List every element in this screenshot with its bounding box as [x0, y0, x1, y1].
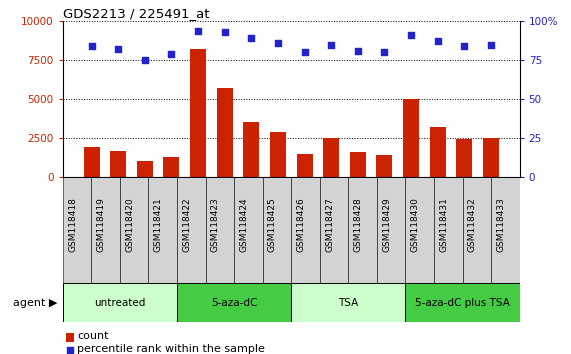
Text: GSM118429: GSM118429 — [382, 198, 391, 252]
Text: GDS2213 / 225491_at: GDS2213 / 225491_at — [63, 7, 210, 20]
Bar — [350, 152, 366, 177]
Text: GSM118427: GSM118427 — [325, 198, 334, 252]
Text: GSM118423: GSM118423 — [211, 198, 220, 252]
Bar — [63, 177, 91, 283]
Bar — [323, 138, 339, 177]
Bar — [483, 138, 499, 177]
Bar — [296, 154, 312, 177]
Bar — [491, 177, 520, 283]
Bar — [263, 177, 291, 283]
Bar — [434, 177, 463, 283]
Bar — [403, 99, 419, 177]
Bar — [83, 147, 99, 177]
Bar — [320, 177, 348, 283]
Bar — [376, 155, 392, 177]
Point — [433, 39, 442, 44]
Bar — [163, 157, 179, 177]
Bar — [291, 177, 320, 283]
Bar — [120, 177, 148, 283]
Text: 5-aza-dC plus TSA: 5-aza-dC plus TSA — [415, 298, 510, 308]
Point — [407, 33, 416, 38]
Bar — [270, 132, 286, 177]
Point — [274, 40, 283, 46]
Point — [167, 51, 176, 57]
Text: GSM118422: GSM118422 — [182, 198, 191, 252]
Text: GSM118424: GSM118424 — [239, 198, 248, 252]
Bar — [206, 177, 234, 283]
Point — [380, 50, 389, 55]
Text: GSM118426: GSM118426 — [296, 198, 305, 252]
Bar — [91, 177, 120, 283]
Text: GSM118420: GSM118420 — [125, 198, 134, 252]
Text: GSM118430: GSM118430 — [411, 197, 420, 252]
Point — [140, 57, 150, 63]
Bar — [234, 177, 263, 283]
Text: count: count — [77, 331, 108, 341]
Text: agent ▶: agent ▶ — [13, 298, 57, 308]
Bar — [216, 88, 232, 177]
Point — [114, 46, 123, 52]
Text: 5-aza-dC: 5-aza-dC — [211, 298, 258, 308]
Bar — [243, 122, 259, 177]
Point — [220, 29, 229, 35]
Bar — [405, 177, 434, 283]
Bar — [348, 177, 377, 283]
Text: TSA: TSA — [338, 298, 359, 308]
Text: GSM118432: GSM118432 — [468, 198, 477, 252]
Bar — [148, 177, 177, 283]
Text: GSM118425: GSM118425 — [268, 198, 277, 252]
Bar — [137, 161, 153, 177]
Point — [486, 42, 496, 47]
Text: GSM118428: GSM118428 — [353, 198, 363, 252]
Point — [87, 43, 96, 49]
Point — [353, 48, 363, 54]
Text: untreated: untreated — [94, 298, 146, 308]
Bar — [177, 177, 206, 283]
Bar — [63, 283, 177, 322]
Text: GSM118431: GSM118431 — [439, 197, 448, 252]
Text: GSM118421: GSM118421 — [154, 198, 163, 252]
Point — [327, 42, 336, 47]
Bar — [291, 283, 405, 322]
Text: percentile rank within the sample: percentile rank within the sample — [77, 344, 265, 354]
Bar — [377, 177, 405, 283]
Text: GSM118419: GSM118419 — [96, 197, 106, 252]
Point — [194, 28, 203, 33]
Bar — [405, 283, 520, 322]
Bar — [177, 283, 291, 322]
Bar — [463, 177, 491, 283]
Bar — [456, 139, 472, 177]
Point — [130, 306, 139, 311]
Bar — [429, 127, 445, 177]
Point — [460, 43, 469, 49]
Point — [247, 35, 256, 41]
Bar — [190, 49, 206, 177]
Bar — [110, 150, 126, 177]
Point — [300, 50, 309, 55]
Text: GSM118418: GSM118418 — [68, 197, 77, 252]
Text: GSM118433: GSM118433 — [496, 197, 505, 252]
